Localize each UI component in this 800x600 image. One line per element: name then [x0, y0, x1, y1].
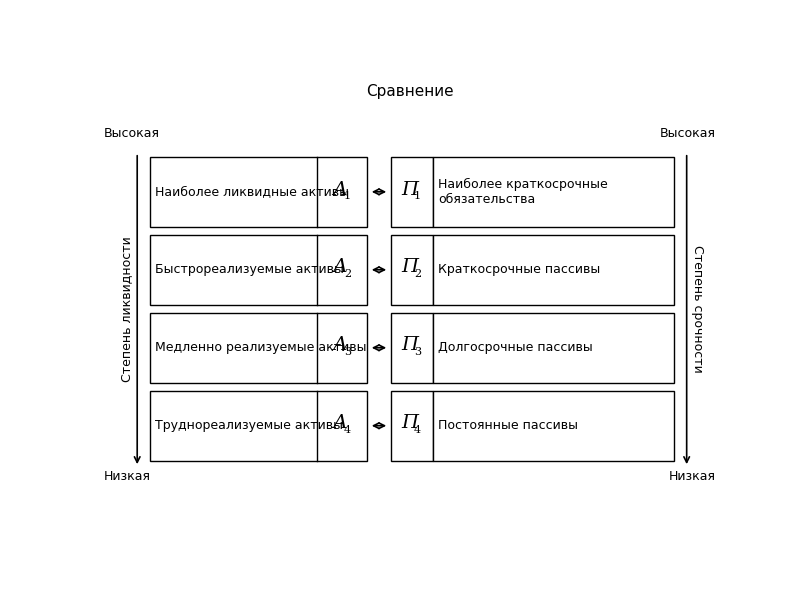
Bar — [150, 313, 367, 383]
Bar — [150, 157, 367, 227]
Text: Наиболее краткосрочные
обязательства: Наиболее краткосрочные обязательства — [438, 178, 608, 206]
Text: Долгосрочные пассивы: Долгосрочные пассивы — [438, 341, 593, 354]
Text: Краткосрочные пассивы: Краткосрочные пассивы — [438, 263, 600, 276]
Bar — [390, 157, 434, 227]
Text: 3: 3 — [414, 347, 421, 356]
Text: 1: 1 — [414, 191, 421, 200]
Text: Низкая: Низкая — [104, 470, 151, 483]
Bar — [390, 391, 434, 461]
Text: 2: 2 — [344, 269, 351, 278]
Bar — [434, 391, 674, 461]
Text: А: А — [333, 181, 347, 199]
Text: А: А — [333, 415, 347, 433]
Text: Высокая: Высокая — [104, 127, 160, 140]
Bar — [150, 235, 367, 305]
Text: П: П — [401, 259, 418, 277]
Text: 1: 1 — [344, 191, 351, 200]
Text: Низкая: Низкая — [669, 470, 716, 483]
Text: Высокая: Высокая — [660, 127, 716, 140]
Bar — [390, 235, 434, 305]
Bar — [150, 391, 367, 461]
Text: Наиболее ликвидные активы: Наиболее ликвидные активы — [155, 185, 349, 199]
Bar — [434, 235, 674, 305]
Text: 4: 4 — [414, 425, 421, 434]
Text: 2: 2 — [414, 269, 421, 278]
Text: Медленно реализуемые активы: Медленно реализуемые активы — [155, 341, 366, 354]
Text: Постоянные пассивы: Постоянные пассивы — [438, 419, 578, 432]
Bar — [434, 313, 674, 383]
Text: Степень срочности: Степень срочности — [691, 245, 704, 373]
Text: Быстрореализуемые активы: Быстрореализуемые активы — [155, 263, 344, 276]
Text: П: П — [401, 181, 418, 199]
Text: П: П — [401, 337, 418, 355]
Text: Труднореализуемые активы: Труднореализуемые активы — [155, 419, 343, 432]
Bar — [390, 313, 434, 383]
Text: 3: 3 — [344, 347, 351, 356]
Text: А: А — [333, 337, 347, 355]
Text: А: А — [333, 259, 347, 277]
Bar — [434, 157, 674, 227]
Text: Степень ликвидности: Степень ликвидности — [120, 236, 133, 382]
Text: Сравнение: Сравнение — [366, 84, 454, 99]
Text: 4: 4 — [344, 425, 351, 434]
Text: П: П — [401, 415, 418, 433]
